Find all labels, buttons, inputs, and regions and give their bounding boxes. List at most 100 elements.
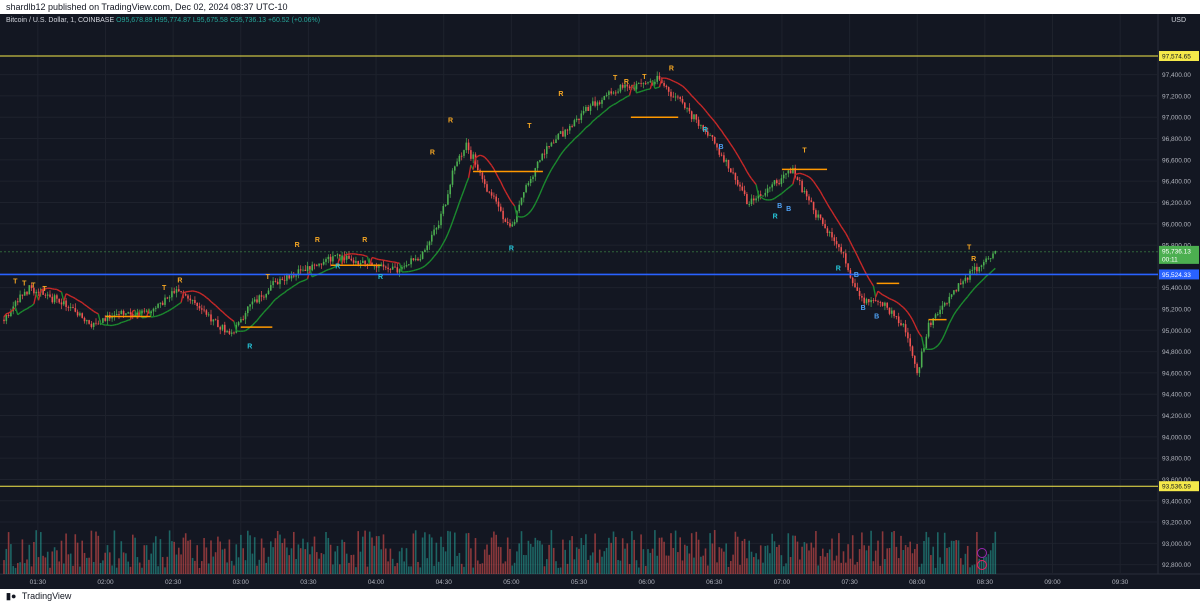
candle-body <box>854 283 856 288</box>
trailing-stop-segment <box>732 147 736 152</box>
trailing-stop-segment <box>826 203 831 209</box>
trailing-stop-segment <box>28 305 32 308</box>
level-price-tag <box>1159 51 1199 62</box>
candle-body <box>720 154 723 156</box>
price-chart[interactable]: 97,400.00 97,200.00 97,000.00 96,800.00 96,6… <box>0 14 1200 589</box>
candle-body <box>842 252 845 254</box>
trailing-stop-segment <box>613 102 617 106</box>
candle-body <box>702 125 704 131</box>
candle-body <box>759 194 762 196</box>
chart-background <box>0 14 1200 589</box>
candle-body <box>684 102 686 109</box>
currency-label[interactable]: USD <box>1171 17 1186 24</box>
trailing-stop-segment <box>442 238 447 244</box>
volume-bar <box>686 545 688 574</box>
volume-bar <box>150 553 152 574</box>
volume-bar <box>72 565 74 574</box>
volume-bar <box>957 540 960 574</box>
candle-body <box>773 180 776 185</box>
candle-body <box>382 264 385 267</box>
volume-bar <box>516 551 518 574</box>
candle-body <box>83 317 86 322</box>
candle-body <box>833 237 836 242</box>
chart-area[interactable]: 97,400.00 97,200.00 97,000.00 96,800.00 96,6… <box>0 14 1200 589</box>
volume-bar <box>419 567 422 574</box>
candle-body <box>897 316 900 324</box>
trailing-stop-segment <box>208 298 212 303</box>
volume-bar <box>932 546 934 574</box>
volume-bar <box>152 542 155 574</box>
candle-body <box>700 125 702 127</box>
volume-bar <box>316 552 318 574</box>
volume-bar <box>578 548 580 574</box>
candle-body <box>546 146 548 154</box>
candle-body <box>472 154 474 159</box>
signal-marker: T <box>22 281 27 288</box>
trailing-stop-segment <box>895 301 900 305</box>
candle-body <box>527 183 530 186</box>
trailing-stop-segment <box>217 307 221 311</box>
candle-body <box>481 172 484 180</box>
trailing-stop-segment <box>932 346 936 350</box>
candle-body <box>755 198 757 201</box>
candle-body <box>141 310 143 314</box>
candle-body <box>504 219 507 222</box>
candle-body <box>716 143 718 148</box>
trailing-stop-segment <box>236 330 239 333</box>
volume-bar <box>299 548 302 574</box>
candle-body <box>104 318 106 321</box>
volume-bar <box>902 550 905 574</box>
volume-bar <box>460 563 463 574</box>
candle-body <box>30 285 33 289</box>
volume-bar <box>118 558 120 574</box>
candle-body <box>709 135 711 136</box>
trailing-stop-segment <box>753 181 757 185</box>
candle-body <box>566 129 569 131</box>
volume-bar <box>955 540 957 574</box>
candle-body <box>727 159 730 169</box>
trailing-stop-segment <box>608 105 612 109</box>
candle-body <box>274 281 277 282</box>
volume-bar <box>939 557 941 574</box>
trailing-stop-segment <box>219 309 223 313</box>
trailing-stop-segment <box>22 309 26 312</box>
volume-bar <box>835 555 838 574</box>
volume-bar <box>187 540 189 574</box>
trailing-stop-segment <box>160 313 163 316</box>
candle-body <box>987 258 990 260</box>
trailing-stop-segment <box>944 328 948 335</box>
trailing-stop-segment <box>398 263 403 273</box>
volume-bar <box>750 551 753 574</box>
trailing-stop-segment <box>279 293 283 297</box>
trailing-stop-segment <box>410 269 414 272</box>
candle-body <box>962 281 964 285</box>
ohlc-change: +60.52 (+0.06%) <box>267 17 321 24</box>
volume-bar <box>378 536 380 574</box>
trailing-stop-segment <box>757 194 762 198</box>
trailing-stop-segment <box>295 282 299 286</box>
trailing-stop-segment <box>511 202 516 207</box>
trailing-stop-segment <box>417 267 421 270</box>
candle-body <box>976 266 978 272</box>
trailing-stop-segment <box>534 198 539 205</box>
trailing-stop-segment <box>336 256 341 266</box>
candle-body <box>76 311 79 316</box>
trailing-stop-segment <box>265 306 270 311</box>
candle-body <box>265 294 267 298</box>
trailing-stop-segment <box>603 109 608 113</box>
volume-bar <box>433 565 435 574</box>
trailing-stop-segment <box>196 291 200 294</box>
volume-bar <box>40 532 42 574</box>
trailing-stop-segment <box>128 318 131 321</box>
trailing-stop-segment <box>302 279 306 282</box>
volume-bar <box>79 566 81 574</box>
trailing-stop-segment <box>711 118 716 123</box>
volume-bar <box>178 547 180 574</box>
trailing-stop-segment <box>81 302 85 306</box>
trailing-stop-segment <box>328 268 331 271</box>
volume-bar <box>21 539 24 574</box>
volume-bar <box>672 547 675 574</box>
volume-bar <box>191 557 194 574</box>
candle-body <box>725 159 727 162</box>
trailing-stop-segment <box>77 299 81 303</box>
